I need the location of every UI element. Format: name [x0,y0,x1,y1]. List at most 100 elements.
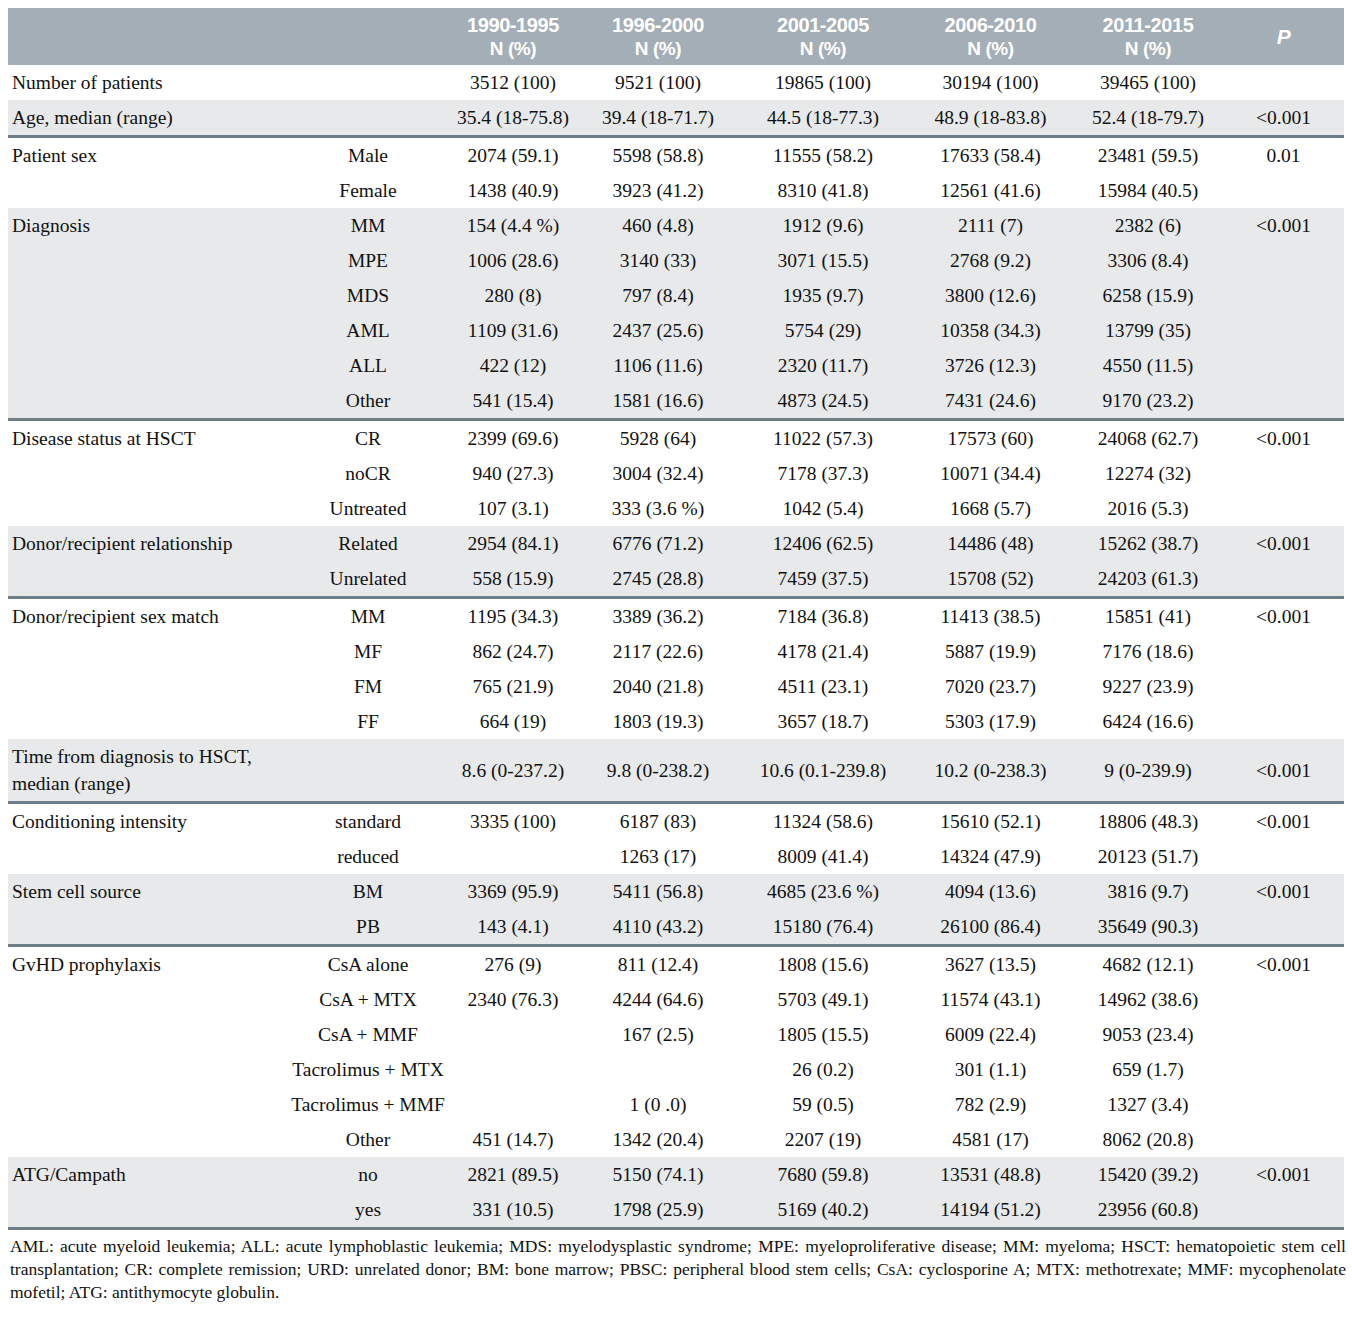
value-cell: 11324 (58.6) [738,803,908,840]
table-row: Female1438 (40.9)3923 (41.2)8310 (41.8)1… [8,173,1344,208]
value-cell: 4178 (21.4) [738,634,908,669]
value-cell: 422 (12) [448,348,578,383]
value-cell: 5754 (29) [738,313,908,348]
value-cell: 10.6 (0.1-239.8) [738,739,908,803]
row-sublabel-cell: standard [288,803,448,840]
value-cell: 8310 (41.8) [738,173,908,208]
value-cell: 1581 (16.6) [578,383,738,420]
value-cell [448,1052,578,1087]
value-cell: 107 (3.1) [448,491,578,526]
value-cell: 3657 (18.7) [738,704,908,739]
row-sublabel-cell: yes [288,1192,448,1229]
value-cell: 3140 (33) [578,243,738,278]
value-cell: 143 (4.1) [448,909,578,946]
corner-cell-sublabel [288,8,448,65]
value-cell: 167 (2.5) [578,1017,738,1052]
p-value-cell: 0.01 [1223,137,1344,174]
row-label-cell [8,1122,288,1157]
value-cell: 10071 (34.4) [908,456,1073,491]
column-header-period: 1990-1995N (%) [448,8,578,65]
value-cell: 862 (24.7) [448,634,578,669]
table-row: Donor/recipient sex matchMM1195 (34.3)33… [8,598,1344,635]
table-row: ATG/Campathno2821 (89.5)5150 (74.1)7680 … [8,1157,1344,1192]
period-label: 2001-2005 [738,13,908,37]
value-cell: 26100 (86.4) [908,909,1073,946]
row-sublabel-cell: CsA alone [288,946,448,983]
value-cell: 2111 (7) [908,208,1073,243]
value-cell: 664 (19) [448,704,578,739]
value-cell: 23481 (59.5) [1073,137,1223,174]
table-row: MDS280 (8)797 (8.4)1935 (9.7)3800 (12.6)… [8,278,1344,313]
p-value-cell [1223,634,1344,669]
value-cell: 7459 (37.5) [738,561,908,598]
value-cell: 23956 (60.8) [1073,1192,1223,1229]
value-cell: 4581 (17) [908,1122,1073,1157]
value-cell: 2768 (9.2) [908,243,1073,278]
value-cell: 14962 (38.6) [1073,982,1223,1017]
value-cell: 1912 (9.6) [738,208,908,243]
row-label-cell: Diagnosis [8,208,288,243]
value-cell: 2745 (28.8) [578,561,738,598]
row-label-cell [8,704,288,739]
row-sublabel-cell: Other [288,383,448,420]
row-sublabel-cell: MDS [288,278,448,313]
value-cell: 8062 (20.8) [1073,1122,1223,1157]
value-cell: 331 (10.5) [448,1192,578,1229]
table-row: DiagnosisMM154 (4.4 %)460 (4.8)1912 (9.6… [8,208,1344,243]
table-row: Number of patients3512 (100)9521 (100)19… [8,65,1344,100]
row-sublabel-cell: MPE [288,243,448,278]
value-cell: 11574 (43.1) [908,982,1073,1017]
column-header-period: 2006-2010N (%) [908,8,1073,65]
period-label: 1990-1995 [448,13,578,37]
value-cell: 3306 (8.4) [1073,243,1223,278]
row-label-cell [8,561,288,598]
table-row: Age, median (range)35.4 (18-75.8)39.4 (1… [8,100,1344,137]
p-value-cell [1223,243,1344,278]
value-cell: 5598 (58.8) [578,137,738,174]
value-cell: 17573 (60) [908,420,1073,457]
table-row: Time from diagnosis to HSCT, median (ran… [8,739,1344,803]
row-label-cell [8,1192,288,1229]
row-sublabel-cell [288,65,448,100]
value-cell: 2040 (21.8) [578,669,738,704]
row-label-cell [8,491,288,526]
row-sublabel-cell: CsA + MMF [288,1017,448,1052]
value-cell: 1668 (5.7) [908,491,1073,526]
row-sublabel-cell: Untreated [288,491,448,526]
table-row: Tacrolimus + MTX26 (0.2)301 (1.1)659 (1.… [8,1052,1344,1087]
p-value-cell [1223,1017,1344,1052]
row-sublabel-cell: Related [288,526,448,561]
table-row: Other451 (14.7)1342 (20.4)2207 (19)4581 … [8,1122,1344,1157]
value-cell: 7680 (59.8) [738,1157,908,1192]
value-cell: 1006 (28.6) [448,243,578,278]
value-cell: 6187 (83) [578,803,738,840]
value-cell: 154 (4.4 %) [448,208,578,243]
n-percent-label: N (%) [908,37,1073,61]
value-cell: 2207 (19) [738,1122,908,1157]
value-cell: 797 (8.4) [578,278,738,313]
p-value-cell: <0.001 [1223,598,1344,635]
row-sublabel-cell: noCR [288,456,448,491]
value-cell: 6424 (16.6) [1073,704,1223,739]
value-cell [448,839,578,874]
row-sublabel-cell: PB [288,909,448,946]
value-cell: 3369 (95.9) [448,874,578,909]
n-percent-label: N (%) [1073,37,1223,61]
value-cell: 9521 (100) [578,65,738,100]
value-cell: 2437 (25.6) [578,313,738,348]
value-cell: 3004 (32.4) [578,456,738,491]
table-row: Donor/recipient relationshipRelated2954 … [8,526,1344,561]
value-cell: 1106 (11.6) [578,348,738,383]
p-value-cell [1223,561,1344,598]
value-cell: 782 (2.9) [908,1087,1073,1122]
value-cell: 2382 (6) [1073,208,1223,243]
value-cell: 5411 (56.8) [578,874,738,909]
value-cell: 8.6 (0-237.2) [448,739,578,803]
table-row: Other541 (15.4)1581 (16.6)4873 (24.5)743… [8,383,1344,420]
row-label-cell: ATG/Campath [8,1157,288,1192]
column-header-period: 1996-2000N (%) [578,8,738,65]
patient-characteristics-table-container: 1990-1995N (%)1996-2000N (%)2001-2005N (… [0,0,1352,1304]
p-value-cell [1223,839,1344,874]
p-value-cell: <0.001 [1223,526,1344,561]
table-row: yes331 (10.5)1798 (25.9)5169 (40.2)14194… [8,1192,1344,1229]
